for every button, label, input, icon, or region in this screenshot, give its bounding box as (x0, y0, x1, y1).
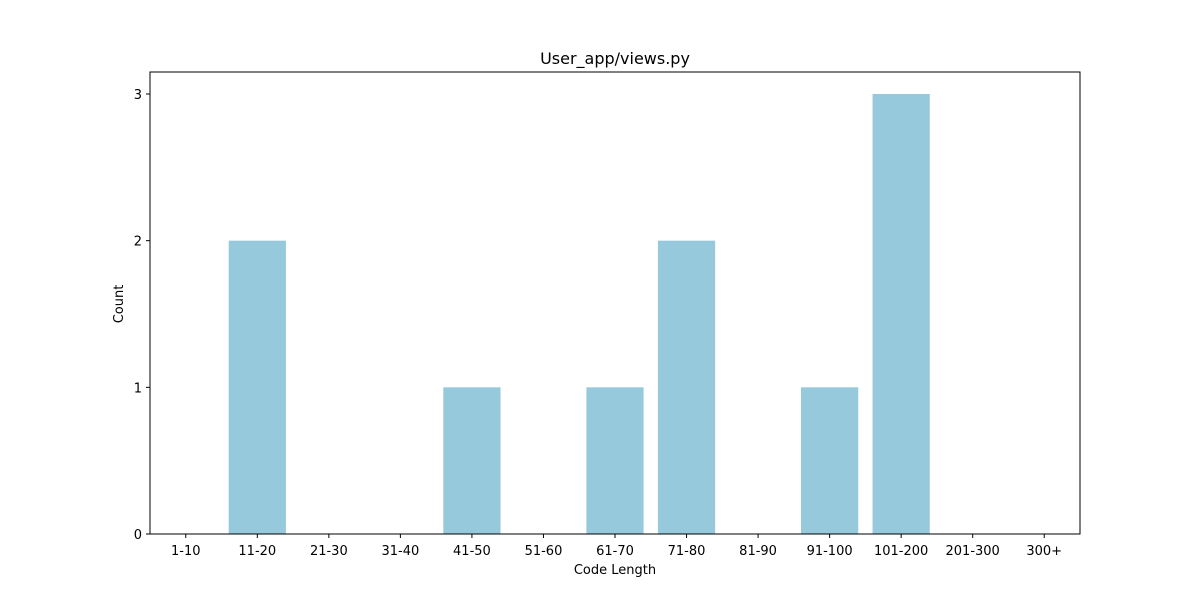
x-tick-label: 51-60 (525, 544, 563, 559)
y-tick-label: 2 (134, 235, 142, 250)
bar-41-50 (443, 387, 501, 534)
x-tick-label: 1-10 (171, 544, 201, 559)
bar-101-200 (872, 94, 930, 534)
x-tick-label: 300+ (1026, 544, 1062, 559)
bar-61-70 (586, 387, 644, 534)
y-tick-label: 1 (134, 381, 142, 396)
y-axis-ticks: 0 1 2 3 (134, 88, 150, 543)
chart-title: User_app/views.py (540, 49, 690, 69)
y-tick-label: 0 (134, 528, 142, 543)
y-axis-label: Count (112, 285, 127, 324)
bar-91-100 (801, 387, 859, 534)
plot-frame (149, 71, 1081, 535)
x-tick-label: 71-80 (668, 544, 706, 559)
x-tick-label: 81-90 (739, 544, 777, 559)
x-tick-label: 101-200 (874, 544, 928, 559)
bars-layer (228, 94, 930, 534)
x-tick-label: 201-300 (946, 544, 1000, 559)
x-tick-label: 21-30 (310, 544, 348, 559)
x-tick-label: 91-100 (807, 544, 853, 559)
x-tick-label: 41-50 (453, 544, 491, 559)
x-axis-label: Code Length (574, 563, 656, 578)
bar-71-80 (657, 240, 716, 534)
x-tick-label: 31-40 (381, 544, 419, 559)
x-tick-label: 61-70 (596, 544, 634, 559)
x-tick-label: 11-20 (238, 544, 276, 559)
bar-11-20 (228, 240, 286, 534)
x-axis-ticks: 1-10 11-20 21-30 31-40 41-50 51-60 61-70 71-80 8… (171, 534, 1062, 559)
y-tick-label: 3 (134, 88, 142, 103)
